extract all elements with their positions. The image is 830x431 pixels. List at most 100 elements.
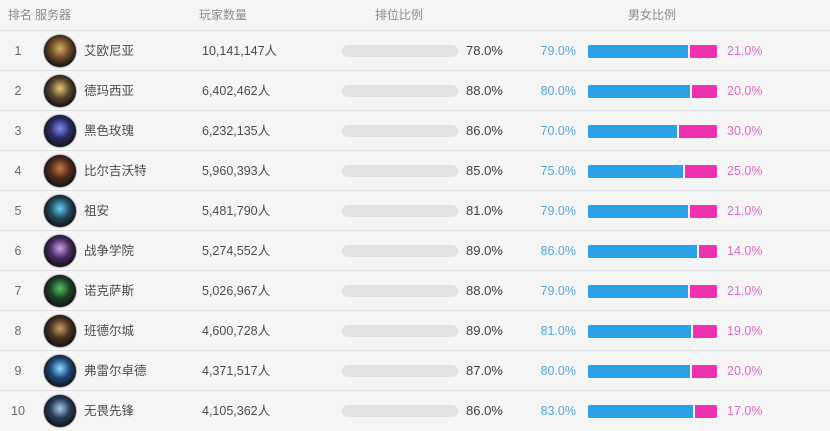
gender-ratio-bar xyxy=(588,405,717,418)
gender-ratio-bar xyxy=(588,245,717,258)
player-count: 4,105,362人 xyxy=(202,404,271,418)
male-bar-segment xyxy=(588,85,690,98)
female-bar-segment xyxy=(690,45,717,58)
female-bar-segment xyxy=(691,365,717,378)
table-header: 排名 服务器 玩家数量 排位比例 男女比例 xyxy=(0,0,830,30)
player-count: 5,026,967人 xyxy=(202,284,271,298)
server-name: 班德尔城 xyxy=(84,324,135,338)
table-row: 7 诺克萨斯 5,026,967人 88.0% 79.0% 21.0% xyxy=(0,270,830,310)
header-server: 服务器 xyxy=(35,8,72,22)
header-ranked-ratio: 排位比例 xyxy=(375,8,424,22)
server-name: 弗雷尔卓德 xyxy=(84,364,147,378)
header-rank: 排名 xyxy=(8,8,33,22)
ranked-ratio-value: 86.0% xyxy=(466,403,503,418)
gender-ratio-bar xyxy=(588,285,717,298)
server-name: 艾欧尼亚 xyxy=(84,44,135,58)
female-percent-label: 21.0% xyxy=(727,44,763,58)
male-bar-segment xyxy=(588,205,689,218)
table-row: 6 战争学院 5,274,552人 89.0% 86.0% 14.0% xyxy=(0,230,830,270)
gender-ratio-bar xyxy=(588,45,717,58)
male-bar-segment xyxy=(588,45,689,58)
table-body: 1 艾欧尼亚 10,141,147人 78.0% 79.0% 21.0% 2 德… xyxy=(0,30,830,430)
female-percent-label: 20.0% xyxy=(727,84,763,98)
bilgewater-crest-icon xyxy=(44,155,76,187)
female-percent-label: 19.0% xyxy=(727,324,763,338)
player-count: 4,371,517人 xyxy=(202,364,271,378)
table-row: 9 弗雷尔卓德 4,371,517人 87.0% 80.0% 20.0% xyxy=(0,350,830,390)
black-rose-crest-icon xyxy=(44,115,76,147)
rank-value: 10 xyxy=(11,404,25,418)
female-percent-label: 30.0% xyxy=(727,124,763,138)
ranked-ratio-value: 81.0% xyxy=(466,203,503,218)
rank-value: 2 xyxy=(14,84,22,98)
female-percent-label: 21.0% xyxy=(727,204,763,218)
server-name: 德玛西亚 xyxy=(84,84,135,98)
female-percent-label: 20.0% xyxy=(727,364,763,378)
male-percent-label: 79.0% xyxy=(540,204,576,218)
server-name: 战争学院 xyxy=(84,244,135,258)
noxus-crest-icon xyxy=(44,275,76,307)
gender-ratio-bar xyxy=(588,85,717,98)
rank-value: 7 xyxy=(14,284,22,298)
table-row: 1 艾欧尼亚 10,141,147人 78.0% 79.0% 21.0% xyxy=(0,30,830,70)
rank-value: 6 xyxy=(14,244,22,258)
table-row: 10 无畏先锋 4,105,362人 86.0% 83.0% 17.0% xyxy=(0,390,830,430)
ranked-ratio-bar-track xyxy=(342,285,458,297)
ionia-crest-icon xyxy=(44,35,76,67)
header-players: 玩家数量 xyxy=(199,8,248,22)
male-percent-label: 80.0% xyxy=(540,84,576,98)
male-bar-segment xyxy=(588,325,691,338)
male-bar-segment xyxy=(588,405,694,418)
ranked-ratio-value: 88.0% xyxy=(466,283,503,298)
rank-value: 1 xyxy=(14,44,22,58)
rank-value: 5 xyxy=(14,204,22,218)
table-row: 2 德玛西亚 6,402,462人 88.0% 80.0% 20.0% xyxy=(0,70,830,110)
ranked-ratio-value: 85.0% xyxy=(466,163,503,178)
server-name: 诺克萨斯 xyxy=(84,284,135,298)
table-row: 4 比尔吉沃特 5,960,393人 85.0% 75.0% 25.0% xyxy=(0,150,830,190)
player-count: 5,274,552人 xyxy=(202,244,271,258)
rank-value: 4 xyxy=(14,164,22,178)
demacia-crest-icon xyxy=(44,75,76,107)
vanguard-crest-icon xyxy=(44,395,76,427)
rank-value: 3 xyxy=(14,124,22,138)
ranked-ratio-bar-track xyxy=(342,245,458,257)
gender-ratio-bar xyxy=(588,365,717,378)
player-count: 5,481,790人 xyxy=(202,204,271,218)
male-percent-label: 86.0% xyxy=(540,244,576,258)
ranked-ratio-bar-track xyxy=(342,45,458,57)
male-bar-segment xyxy=(588,365,690,378)
female-percent-label: 17.0% xyxy=(727,404,763,418)
female-bar-segment xyxy=(685,165,717,178)
male-percent-label: 79.0% xyxy=(540,44,576,58)
ranked-ratio-bar-track xyxy=(342,365,458,377)
gender-ratio-bar xyxy=(588,165,717,178)
male-bar-segment xyxy=(588,285,689,298)
female-bar-segment xyxy=(692,325,717,338)
rank-value: 8 xyxy=(14,324,22,338)
ranked-ratio-bar-track xyxy=(342,325,458,337)
player-count: 10,141,147人 xyxy=(202,44,278,58)
player-count: 4,600,728人 xyxy=(202,324,271,338)
server-name: 黑色玫瑰 xyxy=(84,124,135,138)
female-percent-label: 14.0% xyxy=(727,244,763,258)
male-percent-label: 75.0% xyxy=(540,164,576,178)
male-bar-segment xyxy=(588,125,677,138)
ranked-ratio-value: 88.0% xyxy=(466,83,503,98)
gender-ratio-bar xyxy=(588,125,717,138)
female-percent-label: 25.0% xyxy=(727,164,763,178)
female-bar-segment xyxy=(695,405,717,418)
header-gender-ratio: 男女比例 xyxy=(628,8,677,22)
freljord-crest-icon xyxy=(44,355,76,387)
player-count: 6,232,135人 xyxy=(202,124,271,138)
server-name: 无畏先锋 xyxy=(84,404,135,418)
ranked-ratio-bar-track xyxy=(342,205,458,217)
male-percent-label: 70.0% xyxy=(540,124,576,138)
female-bar-segment xyxy=(690,285,717,298)
ranked-ratio-value: 86.0% xyxy=(466,123,503,138)
male-percent-label: 83.0% xyxy=(540,404,576,418)
zaun-crest-icon xyxy=(44,195,76,227)
ranked-ratio-value: 89.0% xyxy=(466,323,503,338)
female-bar-segment xyxy=(678,125,717,138)
